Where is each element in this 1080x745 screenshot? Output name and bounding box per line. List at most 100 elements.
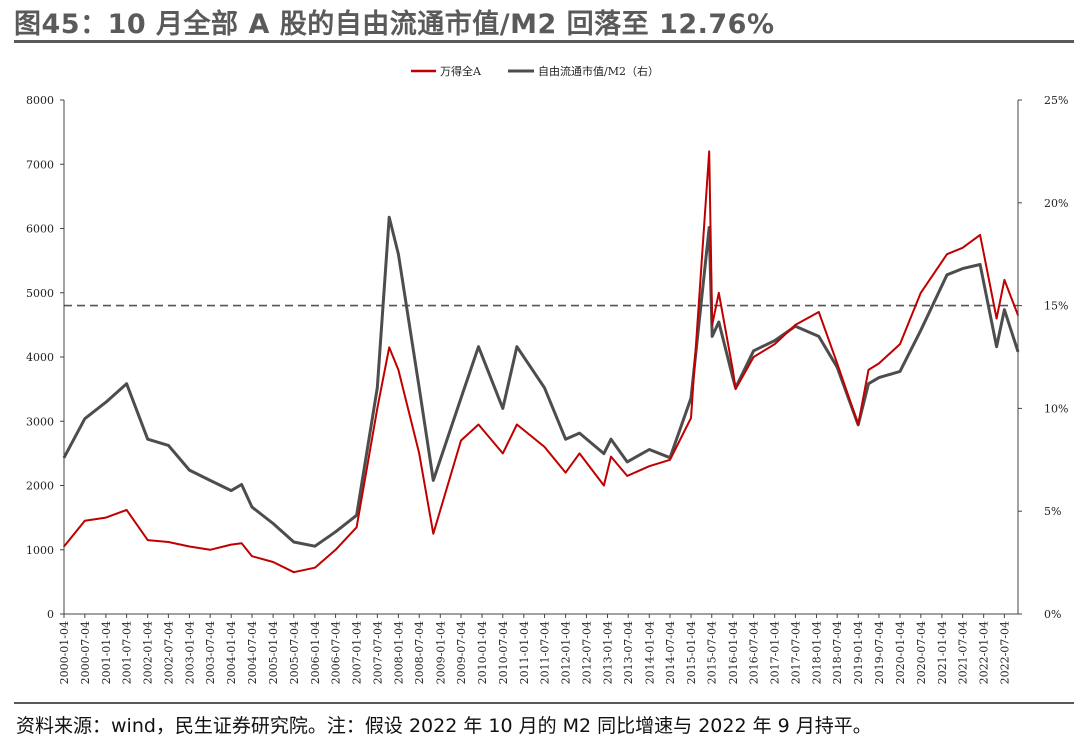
legend: 万得全A 自由流通市值/M2（右） — [411, 64, 659, 78]
x-tick-label: 2013-01-04 — [601, 621, 614, 684]
point-free-float-mcap-m2 — [314, 545, 316, 547]
right-tick-label: 5% — [1044, 505, 1061, 518]
x-tick-label: 2017-07-04 — [789, 621, 802, 684]
x-tick-label: 2017-01-04 — [769, 621, 782, 684]
left-tick-label: 7000 — [26, 158, 54, 171]
right-tick-label: 10% — [1044, 402, 1068, 415]
point-wind-all-a — [388, 346, 391, 349]
point-free-float-mcap-m2 — [920, 329, 922, 332]
point-free-float-mcap-m2 — [105, 401, 107, 404]
left-tick-label: 6000 — [26, 223, 54, 236]
footnote-rule — [14, 702, 1074, 704]
point-wind-all-a — [773, 343, 776, 345]
x-tick-label: 2004-07-04 — [246, 621, 259, 684]
point-wind-all-a — [867, 369, 870, 371]
point-free-float-mcap-m2 — [376, 387, 379, 389]
x-tick-label: 2020-07-04 — [915, 621, 928, 684]
point-wind-all-a — [146, 539, 149, 541]
point-free-float-mcap-m2 — [418, 387, 421, 389]
x-tick-label: 2022-07-04 — [998, 621, 1011, 684]
point-free-float-mcap-m2 — [188, 469, 191, 471]
point-free-float-mcap-m2 — [397, 253, 400, 255]
point-wind-all-a — [734, 388, 737, 390]
point-free-float-mcap-m2 — [711, 335, 713, 338]
point-free-float-mcap-m2 — [209, 479, 211, 482]
right-tick-label: 15% — [1044, 300, 1068, 313]
point-wind-all-a — [979, 234, 981, 236]
axes — [63, 100, 1019, 615]
point-wind-all-a — [272, 561, 274, 563]
x-tick-label: 2006-01-04 — [309, 621, 322, 684]
x-tick-label: 2008-07-04 — [413, 621, 426, 684]
x-tick-label: 2000-07-04 — [79, 621, 92, 684]
chart-title: 图45：10 月全部 A 股的自由流通市值/M2 回落至 12.76% — [14, 9, 775, 40]
point-free-float-mcap-m2 — [878, 376, 880, 379]
x-tick-label: 2014-07-04 — [664, 621, 677, 684]
x-tick-label: 2010-07-04 — [497, 621, 510, 684]
x-tick-label: 2002-07-04 — [162, 621, 175, 684]
point-free-float-mcap-m2 — [146, 438, 149, 441]
point-wind-all-a — [460, 439, 462, 442]
left-tick-label: 0 — [47, 608, 54, 621]
point-free-float-mcap-m2 — [626, 461, 628, 463]
point-wind-all-a — [564, 471, 567, 474]
x-tick-label: 2001-07-04 — [121, 621, 134, 684]
x-tick-label: 2000-01-04 — [58, 621, 71, 684]
x-tick-label: 2018-01-04 — [810, 621, 823, 684]
point-free-float-mcap-m2 — [167, 444, 170, 447]
point-free-float-mcap-m2 — [867, 382, 870, 385]
point-wind-all-a — [995, 317, 998, 320]
point-free-float-mcap-m2 — [718, 321, 720, 323]
point-wind-all-a — [711, 324, 713, 326]
left-tick-label: 2000 — [26, 480, 54, 493]
point-wind-all-a — [899, 343, 901, 345]
x-tick-label: 2011-07-04 — [539, 621, 552, 684]
point-wind-all-a — [167, 541, 170, 543]
x-tick-label: 2012-01-04 — [560, 621, 573, 684]
x-tick-label: 2004-01-04 — [225, 621, 238, 684]
point-wind-all-a — [543, 446, 546, 448]
x-tick-label: 2018-07-04 — [831, 621, 844, 684]
x-tick-label: 2016-07-04 — [748, 621, 761, 684]
point-free-float-mcap-m2 — [603, 452, 605, 455]
point-wind-all-a — [188, 545, 191, 548]
x-tick-label: 2015-01-04 — [685, 621, 698, 684]
point-wind-all-a — [251, 555, 253, 557]
point-wind-all-a — [578, 452, 581, 455]
point-wind-all-a — [603, 484, 605, 487]
point-wind-all-a — [946, 253, 948, 255]
left-tick-label: 8000 — [26, 94, 54, 107]
point-free-float-mcap-m2 — [477, 345, 480, 348]
point-wind-all-a — [794, 324, 797, 326]
point-wind-all-a — [752, 356, 755, 358]
x-tick-label: 2007-01-04 — [351, 621, 364, 684]
x-tick-label: 2003-01-04 — [183, 621, 196, 684]
x-tick-label: 2005-01-04 — [267, 621, 280, 684]
x-axis: 2000-01-04 2000-07-04 2001-01-04 2001-07-04… — [58, 614, 1011, 684]
point-free-float-mcap-m2 — [946, 274, 948, 276]
point-wind-all-a — [502, 452, 504, 455]
x-tick-label: 2006-07-04 — [330, 621, 343, 684]
point-wind-all-a — [818, 311, 820, 313]
point-wind-all-a — [961, 247, 964, 249]
point-wind-all-a — [516, 423, 518, 426]
point-free-float-mcap-m2 — [432, 479, 435, 482]
left-tick-label: 5000 — [26, 287, 54, 300]
point-free-float-mcap-m2 — [272, 522, 274, 525]
point-free-float-mcap-m2 — [1003, 308, 1006, 311]
x-tick-label: 2008-01-04 — [392, 621, 405, 684]
x-tick-label: 2013-07-04 — [622, 621, 635, 684]
left-tick-label: 1000 — [26, 544, 54, 557]
point-free-float-mcap-m2 — [388, 216, 391, 218]
series-group — [62, 150, 1020, 574]
point-free-float-mcap-m2 — [610, 438, 612, 441]
point-wind-all-a — [293, 571, 295, 573]
right-tick-label: 20% — [1044, 197, 1068, 210]
point-free-float-mcap-m2 — [355, 514, 358, 517]
point-wind-all-a — [240, 542, 243, 545]
x-tick-label: 2009-01-04 — [434, 621, 447, 684]
left-tick-label: 4000 — [26, 351, 54, 364]
point-wind-all-a — [836, 362, 838, 365]
point-free-float-mcap-m2 — [979, 263, 981, 266]
point-free-float-mcap-m2 — [899, 370, 901, 373]
